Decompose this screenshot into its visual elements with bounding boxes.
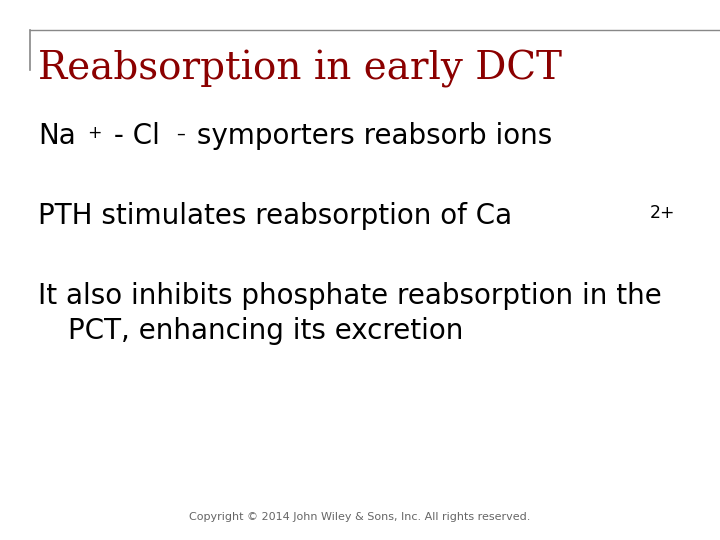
Text: - Cl: - Cl — [105, 122, 161, 150]
Text: It also inhibits phosphate reabsorption in the: It also inhibits phosphate reabsorption … — [38, 282, 662, 310]
Text: Copyright © 2014 John Wiley & Sons, Inc. All rights reserved.: Copyright © 2014 John Wiley & Sons, Inc.… — [189, 512, 531, 522]
Text: 2+: 2+ — [649, 205, 675, 222]
Text: Reabsorption in early DCT: Reabsorption in early DCT — [38, 50, 562, 88]
Text: PTH stimulates reabsorption of Ca: PTH stimulates reabsorption of Ca — [38, 202, 512, 230]
Text: +: + — [86, 124, 102, 143]
Text: –: – — [176, 124, 185, 143]
Text: PCT, enhancing its excretion: PCT, enhancing its excretion — [68, 317, 464, 345]
Text: symporters reabsorb ions: symporters reabsorb ions — [187, 122, 552, 150]
Text: Na: Na — [38, 122, 76, 150]
